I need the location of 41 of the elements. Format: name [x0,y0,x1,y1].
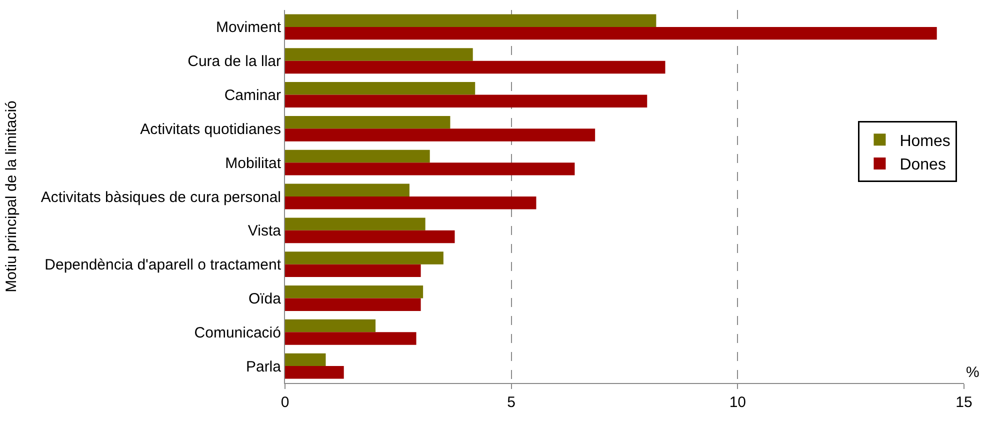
y-tick-label: Dependència d'aparell o tractament [44,256,282,274]
bar [285,218,426,230]
y-tick-label: Cura de la llar [188,53,281,70]
bar [285,48,473,61]
y-tick-label: Activitats quotidianes [140,120,281,138]
legend-label: Dones [900,156,946,174]
y-axis-title: Motiu principal de la limitació [3,100,20,292]
bar [285,60,666,74]
bar [285,264,421,278]
bar [285,14,656,27]
bar [285,366,344,379]
text: % [966,364,980,381]
bar [285,94,648,108]
bar [285,353,326,366]
bar [285,230,455,244]
bar [285,116,450,129]
bar [285,286,424,298]
y-tick-label: Moviment [216,19,282,36]
bar [285,184,410,196]
y-tick-label: Comunicació [194,324,281,342]
bar [285,162,575,176]
x-tick-label: 0 [280,394,290,411]
legend-label: Homes [900,132,950,150]
x-tick-label: 10 [729,394,746,411]
y-tick-label: Activitats bàsiques de cura personal [40,188,281,206]
bar [285,298,421,311]
bar [285,26,937,40]
bar [285,82,476,95]
y-tick-label: Caminar [224,87,281,104]
bar [285,150,430,163]
y-tick-label: Parla [246,358,282,376]
bar [285,252,444,264]
y-tick-label: Vista [248,222,282,240]
y-tick-label: Mobilitat [225,154,282,172]
bar [285,196,536,210]
bar [285,332,416,345]
x-tick-label: 5 [507,394,516,411]
y-tick-label: Oïda [248,290,282,308]
bar [285,319,376,332]
x-tick-label: 15 [956,394,972,411]
bar [285,128,596,142]
